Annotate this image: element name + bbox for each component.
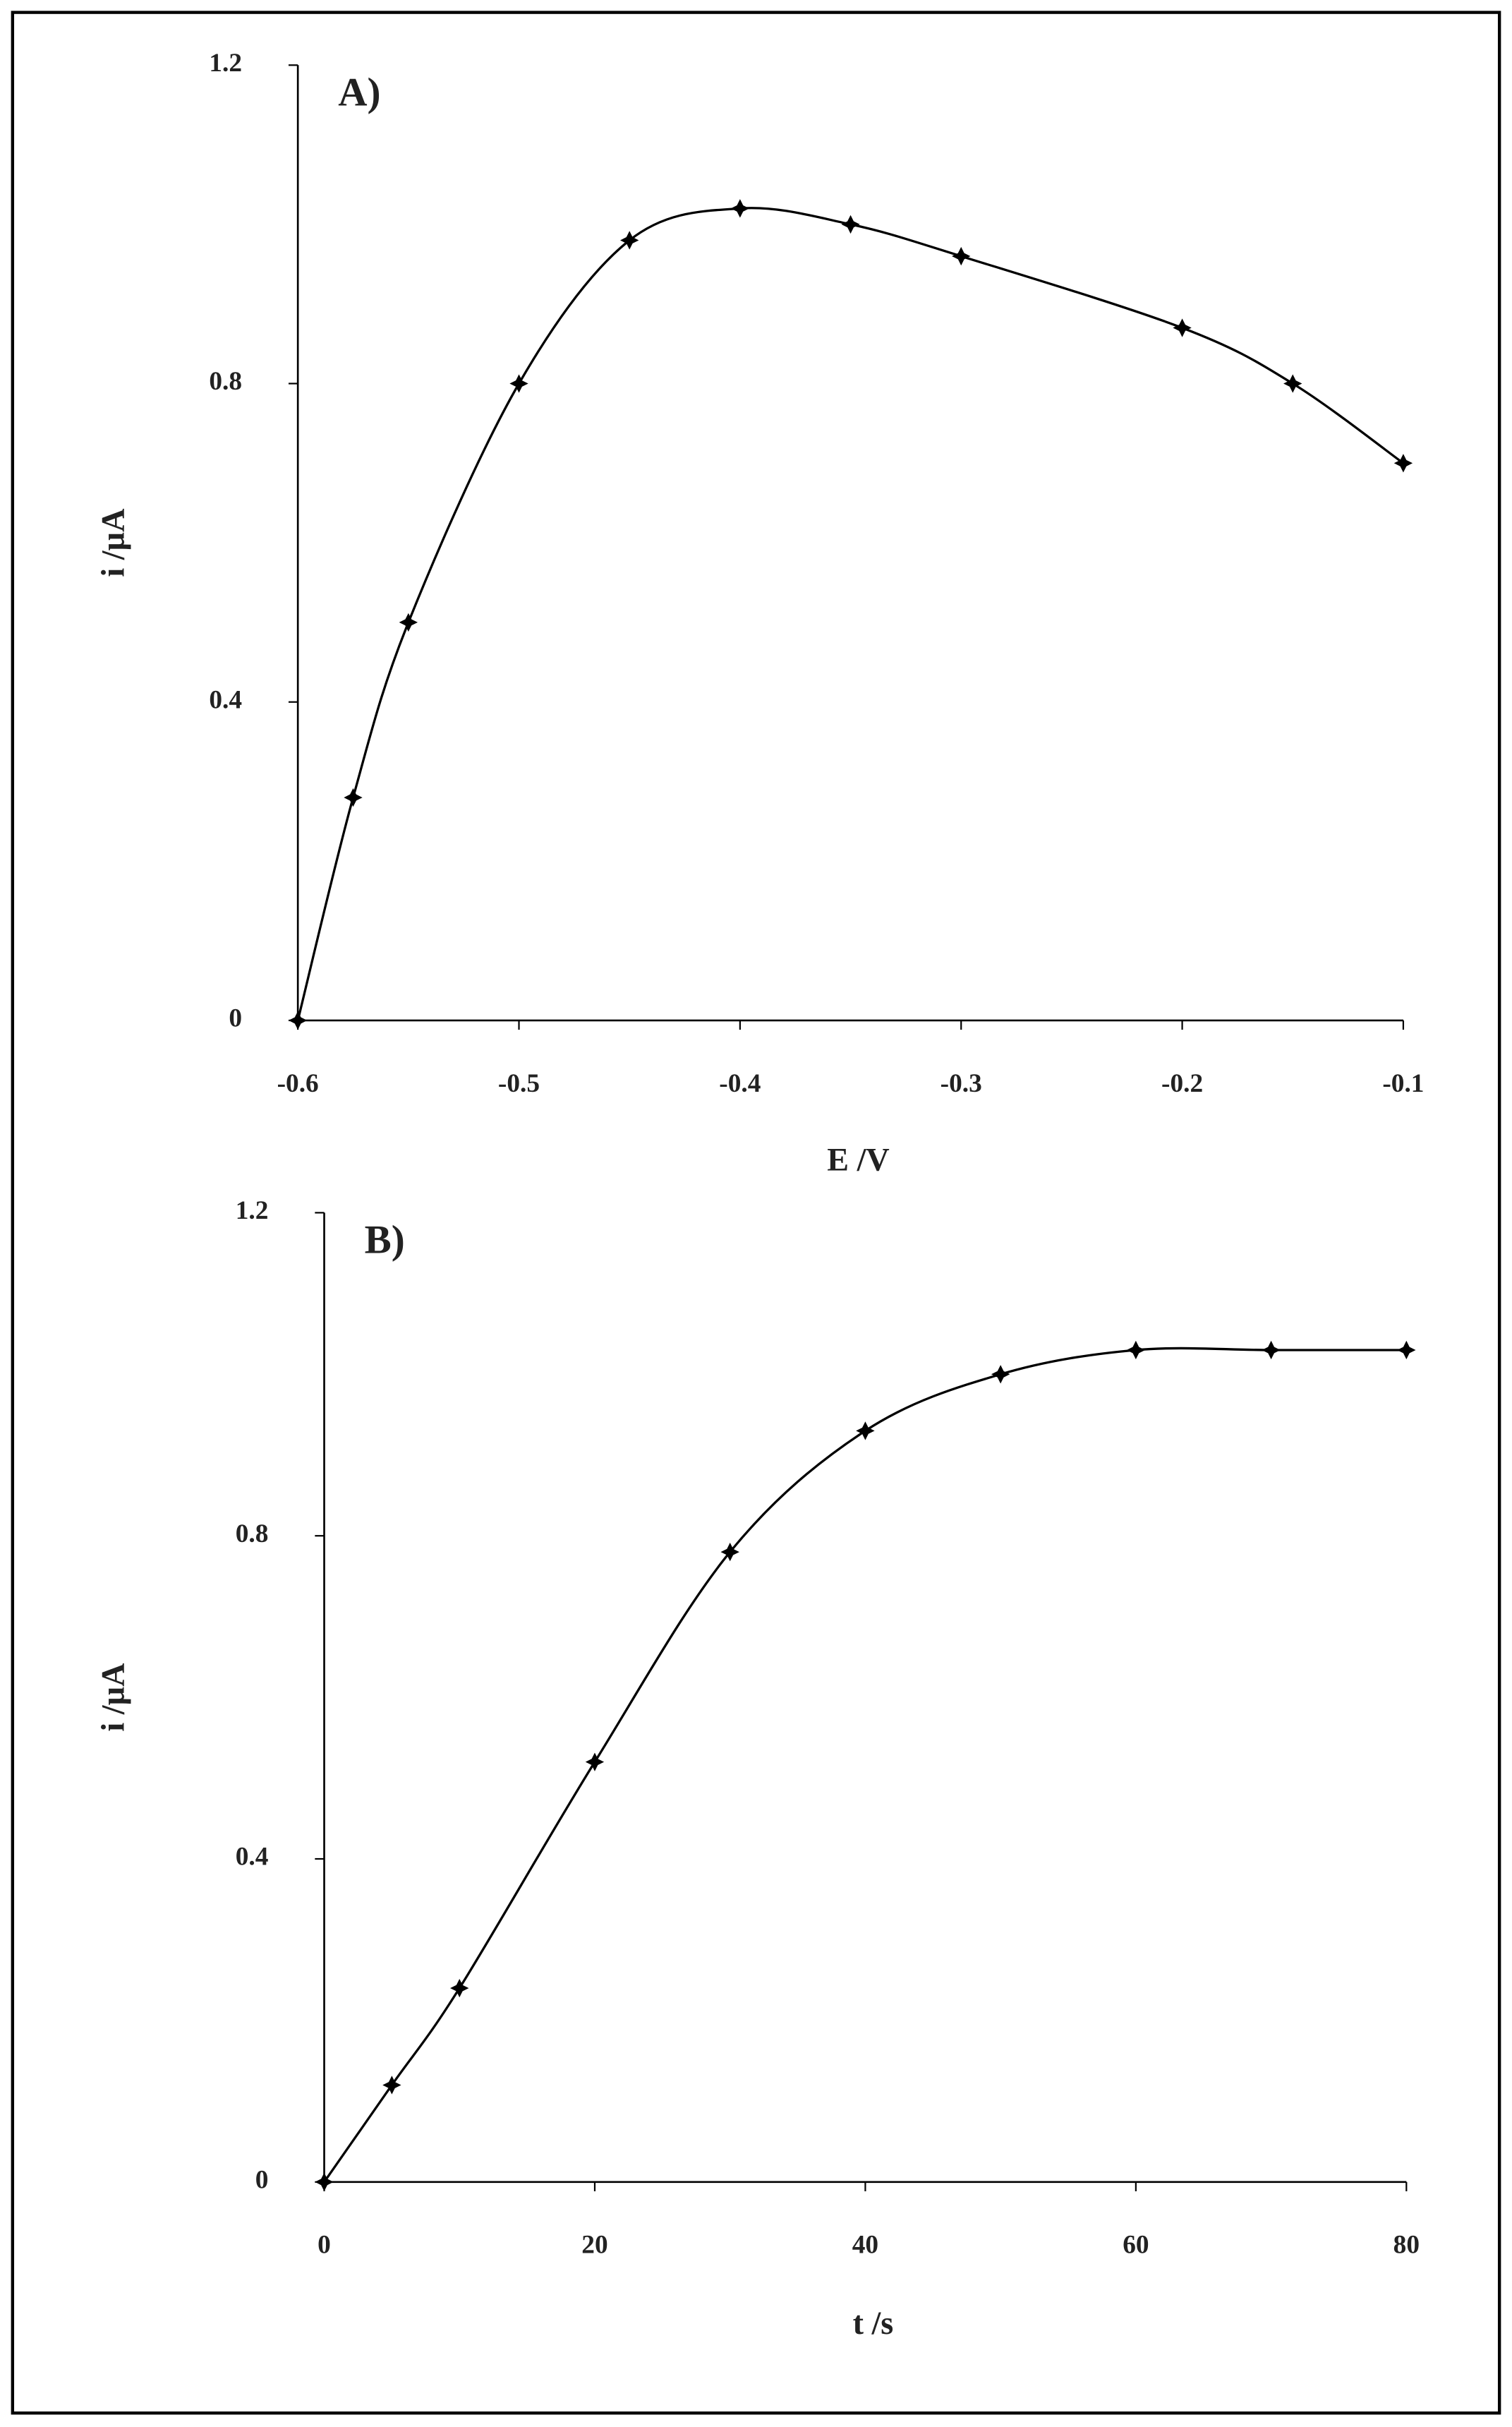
- marker: [1393, 454, 1413, 473]
- marker: [509, 374, 528, 393]
- marker: [288, 1011, 308, 1030]
- marker: [450, 1978, 469, 1998]
- y-axis-label: i /µA: [95, 509, 131, 577]
- y-tick-label: 0: [229, 1004, 242, 1032]
- x-tick-label: 40: [852, 2231, 878, 2260]
- data-line: [323, 1347, 1407, 2183]
- marker: [344, 788, 363, 807]
- panel-label: B): [365, 1217, 405, 1262]
- x-tick-label: 20: [581, 2231, 607, 2260]
- x-tick-label: -0.1: [1382, 1069, 1424, 1098]
- marker: [720, 1542, 739, 1562]
- marker: [382, 2076, 401, 2095]
- y-tick-label: 0: [255, 2165, 269, 2194]
- y-axis-label: i /µA: [95, 1663, 131, 1732]
- x-tick-label: -0.3: [941, 1069, 982, 1098]
- marker: [856, 1421, 875, 1440]
- y-tick-label: 0.4: [209, 685, 242, 714]
- marker: [1397, 1340, 1416, 1360]
- y-tick-label: 1.2: [236, 1196, 269, 1225]
- panel-label: A): [338, 70, 380, 114]
- marker: [315, 2172, 334, 2191]
- x-tick-label: -0.5: [498, 1069, 540, 1098]
- marker: [585, 1752, 605, 1771]
- marker: [1283, 374, 1302, 393]
- frame: [11, 11, 1501, 2415]
- marker: [841, 215, 860, 234]
- marker: [1262, 1340, 1281, 1360]
- x-tick-label: -0.2: [1161, 1069, 1203, 1098]
- marker: [730, 199, 750, 218]
- x-tick-label: 80: [1393, 2231, 1420, 2260]
- marker: [991, 1365, 1010, 1384]
- marker: [952, 246, 971, 266]
- x-tick-label: 0: [317, 2231, 331, 2260]
- x-tick-label: 60: [1123, 2231, 1149, 2260]
- x-axis-label: E /V: [827, 1142, 889, 1178]
- y-tick-label: 0.4: [236, 1843, 269, 1872]
- marker: [1173, 318, 1192, 337]
- y-tick-label: 0.8: [209, 367, 242, 396]
- marker: [620, 231, 639, 250]
- x-tick-label: -0.6: [277, 1069, 319, 1098]
- marker: [399, 613, 418, 632]
- marker: [1126, 1340, 1146, 1360]
- y-tick-label: 0.8: [236, 1519, 269, 1548]
- y-tick-label: 1.2: [209, 49, 242, 78]
- x-axis-label: t /s: [853, 2305, 894, 2341]
- data-line: [296, 207, 1404, 1021]
- x-tick-label: -0.4: [719, 1069, 761, 1098]
